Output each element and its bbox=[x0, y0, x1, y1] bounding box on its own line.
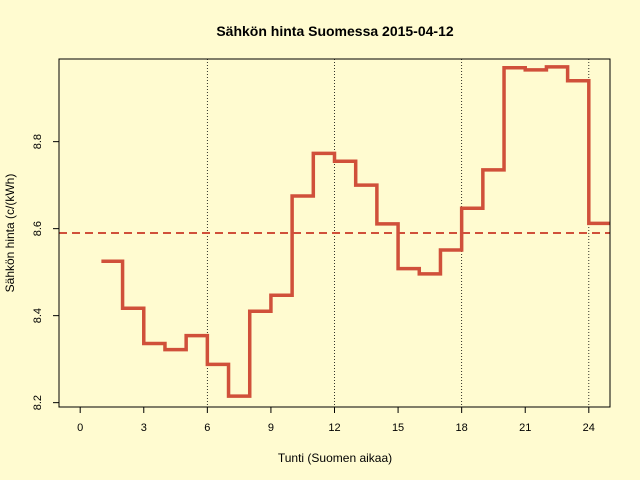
y-tick-label: 8.6 bbox=[32, 221, 44, 236]
x-tick-label: 12 bbox=[328, 422, 340, 434]
y-tick-label: 8.8 bbox=[32, 134, 44, 149]
plot-area: 0 3 6 9 12 15 18 21 24 8.2 8.4 8.6 8.8 bbox=[32, 58, 611, 434]
y-tick-label: 8.4 bbox=[32, 308, 44, 323]
x-tick-label: 6 bbox=[204, 422, 210, 434]
x-tick-label: 15 bbox=[392, 422, 404, 434]
x-tick-label: 18 bbox=[456, 422, 468, 434]
x-tick-label: 24 bbox=[583, 422, 595, 434]
y-tick-label: 8.2 bbox=[32, 395, 44, 410]
x-tick-label: 0 bbox=[77, 422, 83, 434]
y-axis-label: Sähkön hinta (c/(kWh) bbox=[3, 174, 17, 293]
x-tick-label: 21 bbox=[519, 422, 531, 434]
x-axis-label: Tunti (Suomen aikaa) bbox=[278, 451, 392, 465]
x-tick-label: 9 bbox=[268, 422, 274, 434]
chart-title: Sähkön hinta Suomessa 2015-04-12 bbox=[216, 23, 454, 39]
x-tick-label: 3 bbox=[141, 422, 147, 434]
price-series-line bbox=[101, 65, 610, 398]
